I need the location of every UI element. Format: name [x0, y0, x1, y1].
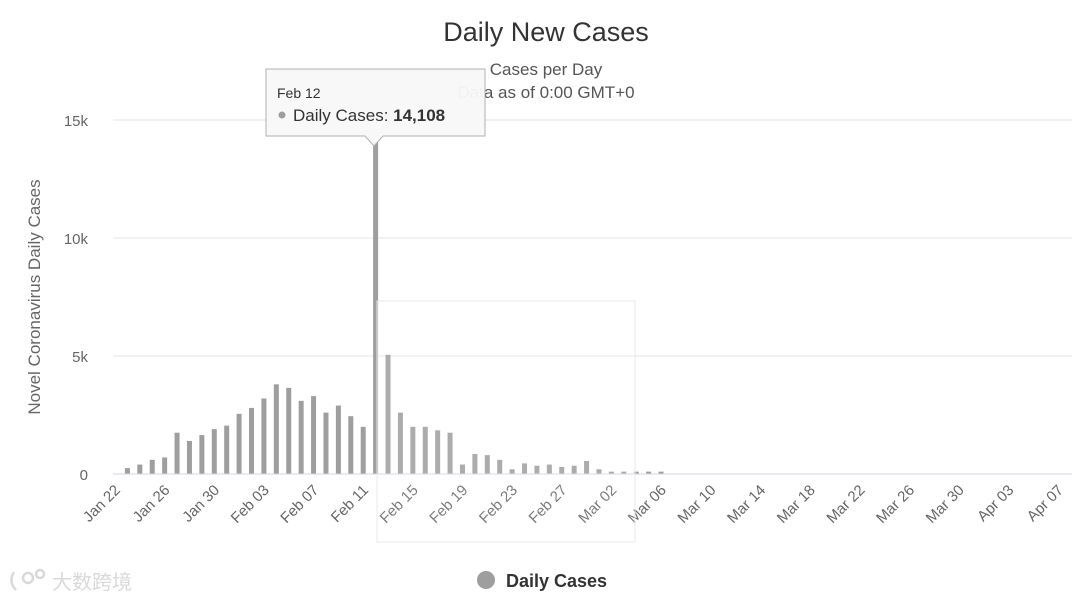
x-tick-label: Mar 22 — [823, 482, 868, 527]
bar[interactable] — [348, 416, 354, 474]
x-tick-label: Jan 30 — [179, 482, 223, 526]
bar[interactable] — [472, 453, 478, 474]
bar-series[interactable] — [124, 141, 664, 475]
x-tick-label: Mar 14 — [724, 482, 769, 527]
x-tick-label: Feb 11 — [328, 482, 372, 526]
bar[interactable] — [509, 469, 515, 474]
bar[interactable] — [335, 405, 341, 474]
tooltip-series-dot — [278, 111, 286, 119]
bar[interactable] — [174, 432, 180, 474]
bar[interactable] — [298, 400, 304, 474]
bar[interactable] — [186, 440, 192, 474]
bar[interactable] — [422, 426, 428, 474]
bar[interactable] — [534, 465, 540, 474]
bar[interactable] — [522, 463, 528, 474]
bar[interactable] — [224, 425, 230, 474]
chart-subtitle-line2: Data as of 0:00 GMT+0 — [457, 83, 634, 102]
x-tick-label: Jan 26 — [130, 482, 174, 526]
bar[interactable] — [273, 384, 279, 474]
x-tick-label: Apr 07 — [1024, 482, 1067, 525]
bar[interactable] — [546, 464, 552, 474]
tooltip: Feb 12 Daily Cases: 14,108 — [265, 68, 486, 147]
bar[interactable] — [646, 471, 652, 474]
tooltip-label: Daily Cases: — [293, 106, 393, 125]
bar[interactable] — [596, 469, 602, 474]
bar[interactable] — [559, 466, 565, 474]
bar[interactable] — [447, 432, 453, 474]
bar[interactable] — [410, 426, 416, 474]
x-tick-label: Feb 07 — [277, 482, 322, 527]
watermark-text: 大数跨境 — [52, 571, 132, 594]
bar[interactable] — [236, 413, 242, 474]
bar[interactable] — [124, 468, 130, 474]
bar[interactable] — [373, 141, 379, 475]
tooltip-value: 14,108 — [393, 106, 445, 125]
bar[interactable] — [497, 459, 503, 474]
legend[interactable]: Daily Cases — [477, 571, 607, 591]
legend-marker[interactable] — [477, 571, 495, 589]
bar[interactable] — [286, 387, 292, 474]
chart-title: Daily New Cases — [443, 17, 649, 47]
bar[interactable] — [484, 455, 490, 474]
x-tick-label: Jan 22 — [80, 482, 124, 526]
x-tick-label: Mar 10 — [674, 482, 719, 527]
bar[interactable] — [621, 471, 627, 474]
bar[interactable] — [435, 430, 441, 474]
bar[interactable] — [199, 435, 205, 474]
bar[interactable] — [584, 461, 590, 474]
y-tick-label: 15k — [64, 113, 89, 130]
bar[interactable] — [459, 464, 465, 474]
tooltip-box — [265, 68, 486, 147]
watermark-logo-icon — [10, 568, 46, 591]
bar[interactable] — [137, 464, 143, 474]
bar[interactable] — [633, 471, 639, 474]
bar[interactable] — [261, 398, 267, 474]
x-tick-label: Apr 03 — [974, 482, 1017, 525]
x-tick-label: Mar 26 — [873, 482, 918, 527]
bar[interactable] — [658, 471, 664, 474]
y-tick-label: 0 — [80, 467, 88, 484]
bar[interactable] — [323, 412, 329, 474]
bar[interactable] — [211, 429, 217, 474]
bar[interactable] — [360, 426, 366, 474]
y-tick-label: 5k — [72, 349, 88, 366]
bar[interactable] — [397, 412, 403, 474]
bar[interactable] — [385, 354, 391, 474]
y-axis-title: Novel Coronavirus Daily Cases — [25, 179, 44, 414]
chart-subtitle-line1: Cases per Day — [490, 60, 603, 79]
y-tick-label: 10k — [64, 231, 89, 248]
bar[interactable] — [608, 471, 614, 474]
x-tick-label: Mar 30 — [923, 482, 968, 527]
hover-focus-box — [376, 300, 636, 543]
bar[interactable] — [571, 465, 577, 474]
y-axis-ticks: 0 5k 10k 15k — [64, 113, 89, 484]
tooltip-text: Daily Cases: 14,108 — [293, 106, 445, 125]
watermark: 大数跨境 — [10, 568, 132, 594]
bar[interactable] — [311, 396, 317, 474]
bar[interactable] — [149, 459, 155, 474]
bar[interactable] — [249, 407, 255, 474]
x-tick-label: Feb 03 — [228, 482, 273, 527]
bar[interactable] — [162, 457, 168, 474]
x-tick-label: Mar 18 — [774, 482, 819, 527]
tooltip-date: Feb 12 — [277, 85, 321, 101]
legend-label[interactable]: Daily Cases — [506, 571, 607, 591]
